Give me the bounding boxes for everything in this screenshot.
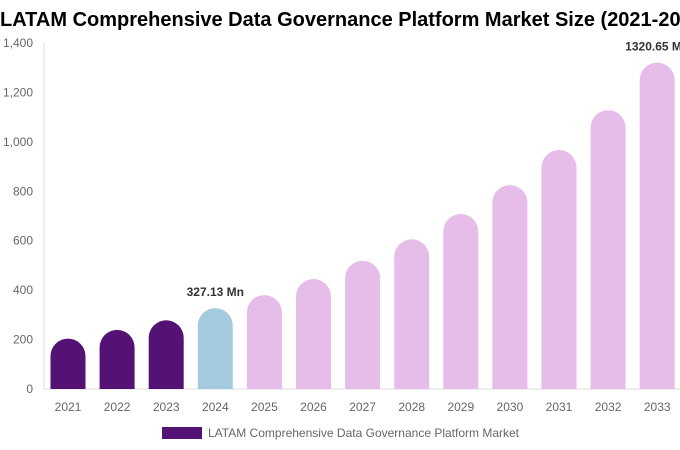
x-tick-label: 2031	[546, 400, 573, 414]
y-tick-label: 1,200	[3, 85, 33, 99]
bar-2030	[492, 185, 528, 389]
bar-2024	[197, 308, 233, 389]
bar-2027	[345, 260, 381, 389]
bar-2022	[99, 329, 135, 389]
bar-2031	[541, 150, 577, 389]
y-tick-label: 0	[26, 382, 33, 396]
y-tick-label: 1,000	[3, 135, 33, 149]
x-tick-label: 2029	[447, 400, 474, 414]
y-tick-label: 600	[13, 234, 33, 248]
x-tick-label: 2028	[398, 400, 425, 414]
x-tick-label: 2025	[251, 400, 278, 414]
x-tick-label: 2022	[104, 400, 131, 414]
y-tick-label: 200	[13, 333, 33, 347]
y-tick-label: 1,400	[3, 36, 33, 50]
x-tick-label: 2027	[349, 400, 376, 414]
bar-2032	[590, 110, 626, 390]
x-tick-label: 2023	[153, 400, 180, 414]
x-tick-label: 2033	[644, 400, 671, 414]
bar-2025	[246, 295, 282, 389]
bar-2029	[443, 214, 479, 389]
bar-2021	[50, 338, 86, 389]
legend-swatch	[162, 427, 202, 439]
x-tick-label: 2026	[300, 400, 327, 414]
x-tick-label: 2021	[55, 400, 82, 414]
data-label-2033: 1320.65 Mn	[625, 40, 680, 54]
y-tick-label: 400	[13, 283, 33, 297]
x-tick-label: 2032	[595, 400, 622, 414]
chart-title: LATAM Comprehensive Data Governance Plat…	[0, 9, 680, 31]
data-label-2024: 327.13 Mn	[187, 285, 244, 299]
x-tick-label: 2030	[497, 400, 524, 414]
bar-2028	[394, 239, 430, 389]
legend-label: LATAM Comprehensive Data Governance Plat…	[208, 426, 520, 440]
bar-2026	[296, 279, 331, 389]
legend[interactable]: LATAM Comprehensive Data Governance Plat…	[162, 426, 519, 440]
bar-2033	[639, 62, 675, 390]
bar-2023	[148, 320, 184, 389]
y-tick-label: 800	[13, 184, 33, 198]
x-tick-label: 2024	[202, 400, 229, 414]
